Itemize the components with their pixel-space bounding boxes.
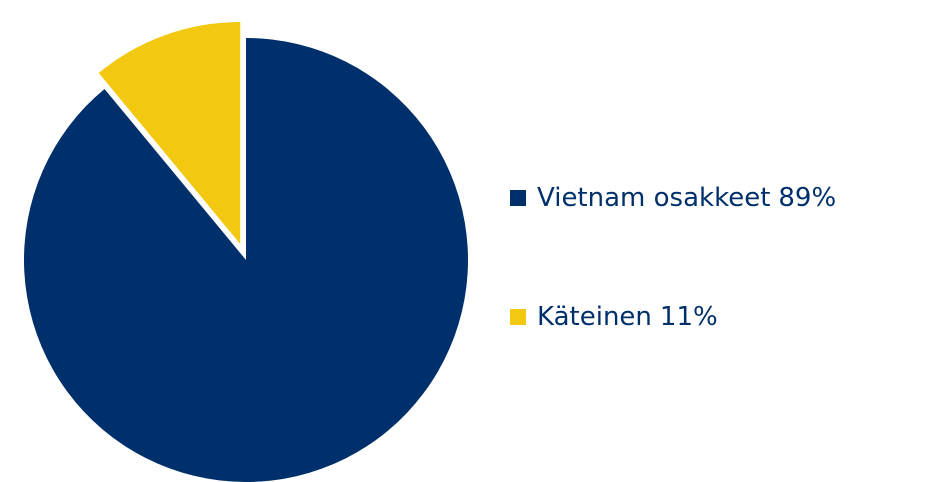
- legend-swatch: [510, 309, 526, 325]
- pie-slice: [24, 38, 468, 482]
- legend-category: Vietnam osakkeet: [537, 183, 770, 213]
- legend-value: 89%: [778, 183, 836, 213]
- legend-label: Vietnam osakkeet 89%: [537, 183, 836, 213]
- legend-value: 11%: [660, 302, 718, 332]
- legend-category: Käteinen: [537, 302, 652, 332]
- pie-slice: [98, 22, 241, 245]
- legend-label: Käteinen 11%: [537, 302, 718, 332]
- legend-swatch: [510, 190, 526, 206]
